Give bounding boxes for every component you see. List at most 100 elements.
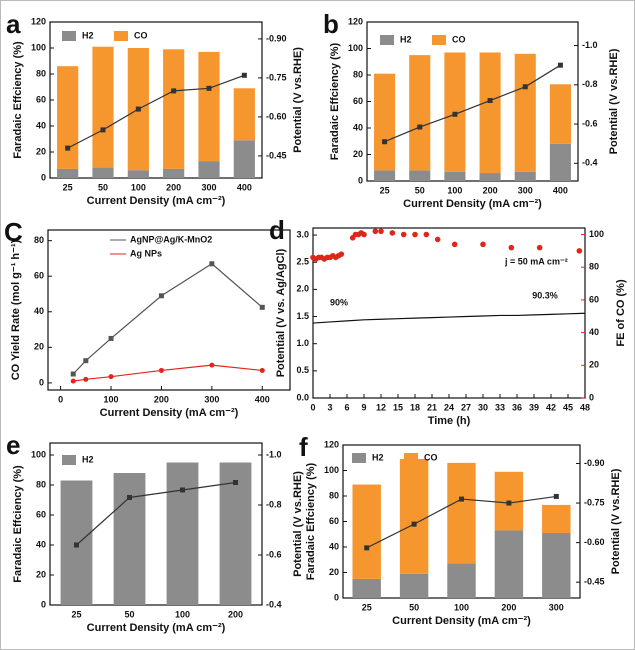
legend-swatch: [114, 31, 128, 41]
bar: [92, 167, 114, 178]
x-tick-label: 45: [563, 402, 573, 412]
point: [506, 500, 512, 506]
y-tick-label: 100: [31, 42, 46, 52]
y-tick-label: 60: [329, 516, 339, 526]
bar: [374, 73, 396, 171]
y2-tick-label: 80: [589, 262, 599, 272]
point: [259, 304, 265, 310]
bar: [352, 578, 381, 598]
x-tick-label: 200: [228, 609, 243, 619]
y2-axis-label: Potential (V vs.RHE): [292, 471, 304, 577]
y-tick-label: 80: [34, 235, 44, 245]
x-tick-label: 200: [166, 182, 181, 192]
y-tick-label: 80: [36, 68, 46, 78]
x-tick-label: 50: [415, 185, 425, 195]
point: [364, 545, 370, 551]
bar: [447, 563, 476, 598]
point: [209, 362, 215, 368]
y2-axis-label: Potential (V vs.RHE): [610, 468, 622, 574]
x-tick-label: 15: [393, 402, 403, 412]
y-tick-label: 0: [334, 592, 339, 602]
y-tick-label: 0: [41, 599, 46, 609]
bar: [549, 84, 571, 144]
x-tick-label: 400: [553, 185, 568, 195]
x-tick-label: 100: [131, 182, 146, 192]
x-tick-label: 25: [362, 602, 372, 612]
x-tick-label: 25: [380, 185, 390, 195]
point: [108, 335, 114, 341]
y2-tick-label: 20: [589, 360, 599, 370]
bar: [479, 52, 501, 174]
x-tick-label: 300: [204, 394, 219, 404]
point: [423, 231, 430, 238]
y-tick-label: 20: [353, 149, 363, 159]
y2-axis-label: Potential (V vs.RHE): [608, 48, 620, 154]
y-tick-label: 60: [36, 94, 46, 104]
point: [459, 496, 464, 502]
point: [536, 244, 543, 251]
legend-label: CO: [134, 30, 148, 40]
x-tick-label: 27: [461, 402, 471, 412]
panel-letter: a: [6, 9, 21, 39]
point: [434, 236, 441, 243]
legend-swatch: [62, 455, 76, 465]
y2-tick-label: -1.0: [582, 40, 598, 50]
bar: [233, 140, 255, 178]
point: [378, 228, 384, 235]
y2-tick-label: -0.6: [582, 118, 598, 128]
y-tick-label: 120: [31, 16, 46, 26]
point: [338, 251, 345, 257]
x-tick-label: 200: [501, 602, 516, 612]
y-tick-label: 60: [36, 509, 46, 519]
x-axis-label: Time (h): [428, 415, 471, 427]
y-axis-label: Potential (V vs. Ag/AgCl): [275, 248, 287, 377]
x-tick-label: 200: [483, 185, 498, 195]
x-tick-label: 50: [124, 609, 134, 619]
point: [209, 261, 215, 267]
legend-swatch: [352, 453, 366, 463]
bar: [127, 170, 149, 178]
x-tick-label: 200: [154, 394, 169, 404]
y2-tick-label: -0.60: [584, 537, 605, 547]
y-axis-label: Faradaic Effciency (%): [305, 462, 317, 580]
y2-tick-label: -0.45: [266, 150, 287, 160]
x-tick-label: 6: [344, 402, 349, 412]
y-tick-label: 0.0: [296, 392, 309, 402]
legend-swatch: [62, 31, 76, 41]
x-tick-label: 400: [255, 394, 270, 404]
point: [83, 376, 89, 382]
point: [135, 106, 141, 112]
point: [127, 495, 132, 500]
bar: [92, 46, 114, 168]
legend-label: Ag NPs: [130, 248, 162, 258]
y2-tick-label: -0.4: [582, 158, 598, 168]
y-tick-label: 100: [31, 449, 46, 459]
x-tick-label: 300: [201, 182, 216, 192]
bar: [542, 504, 571, 533]
y-tick-label: 80: [353, 69, 363, 79]
x-tick-label: 100: [447, 185, 462, 195]
bar: [166, 462, 199, 605]
y-tick-label: 1.5: [296, 311, 309, 321]
bar: [198, 51, 220, 162]
x-axis-label: Current Density (mA cm⁻²): [87, 622, 226, 634]
point: [372, 228, 379, 235]
y-tick-label: 0: [41, 172, 46, 182]
y-tick-label: 120: [348, 16, 363, 26]
series-line: [76, 481, 236, 546]
x-tick-label: 100: [175, 609, 190, 619]
bar: [163, 168, 185, 178]
series-line: [67, 74, 245, 149]
y2-tick-label: -0.8: [582, 79, 598, 89]
y2-tick-label: -0.75: [266, 72, 287, 82]
annotation: 90%: [330, 297, 348, 307]
x-tick-label: 30: [478, 402, 488, 412]
y2-tick-label: -0.90: [266, 33, 287, 43]
panel-letter: b: [323, 9, 339, 39]
y2-tick-label: -1.0: [266, 449, 282, 459]
x-tick-label: 50: [98, 182, 108, 192]
x-tick-label: 42: [546, 402, 556, 412]
bar: [352, 484, 381, 579]
bar: [447, 462, 476, 564]
